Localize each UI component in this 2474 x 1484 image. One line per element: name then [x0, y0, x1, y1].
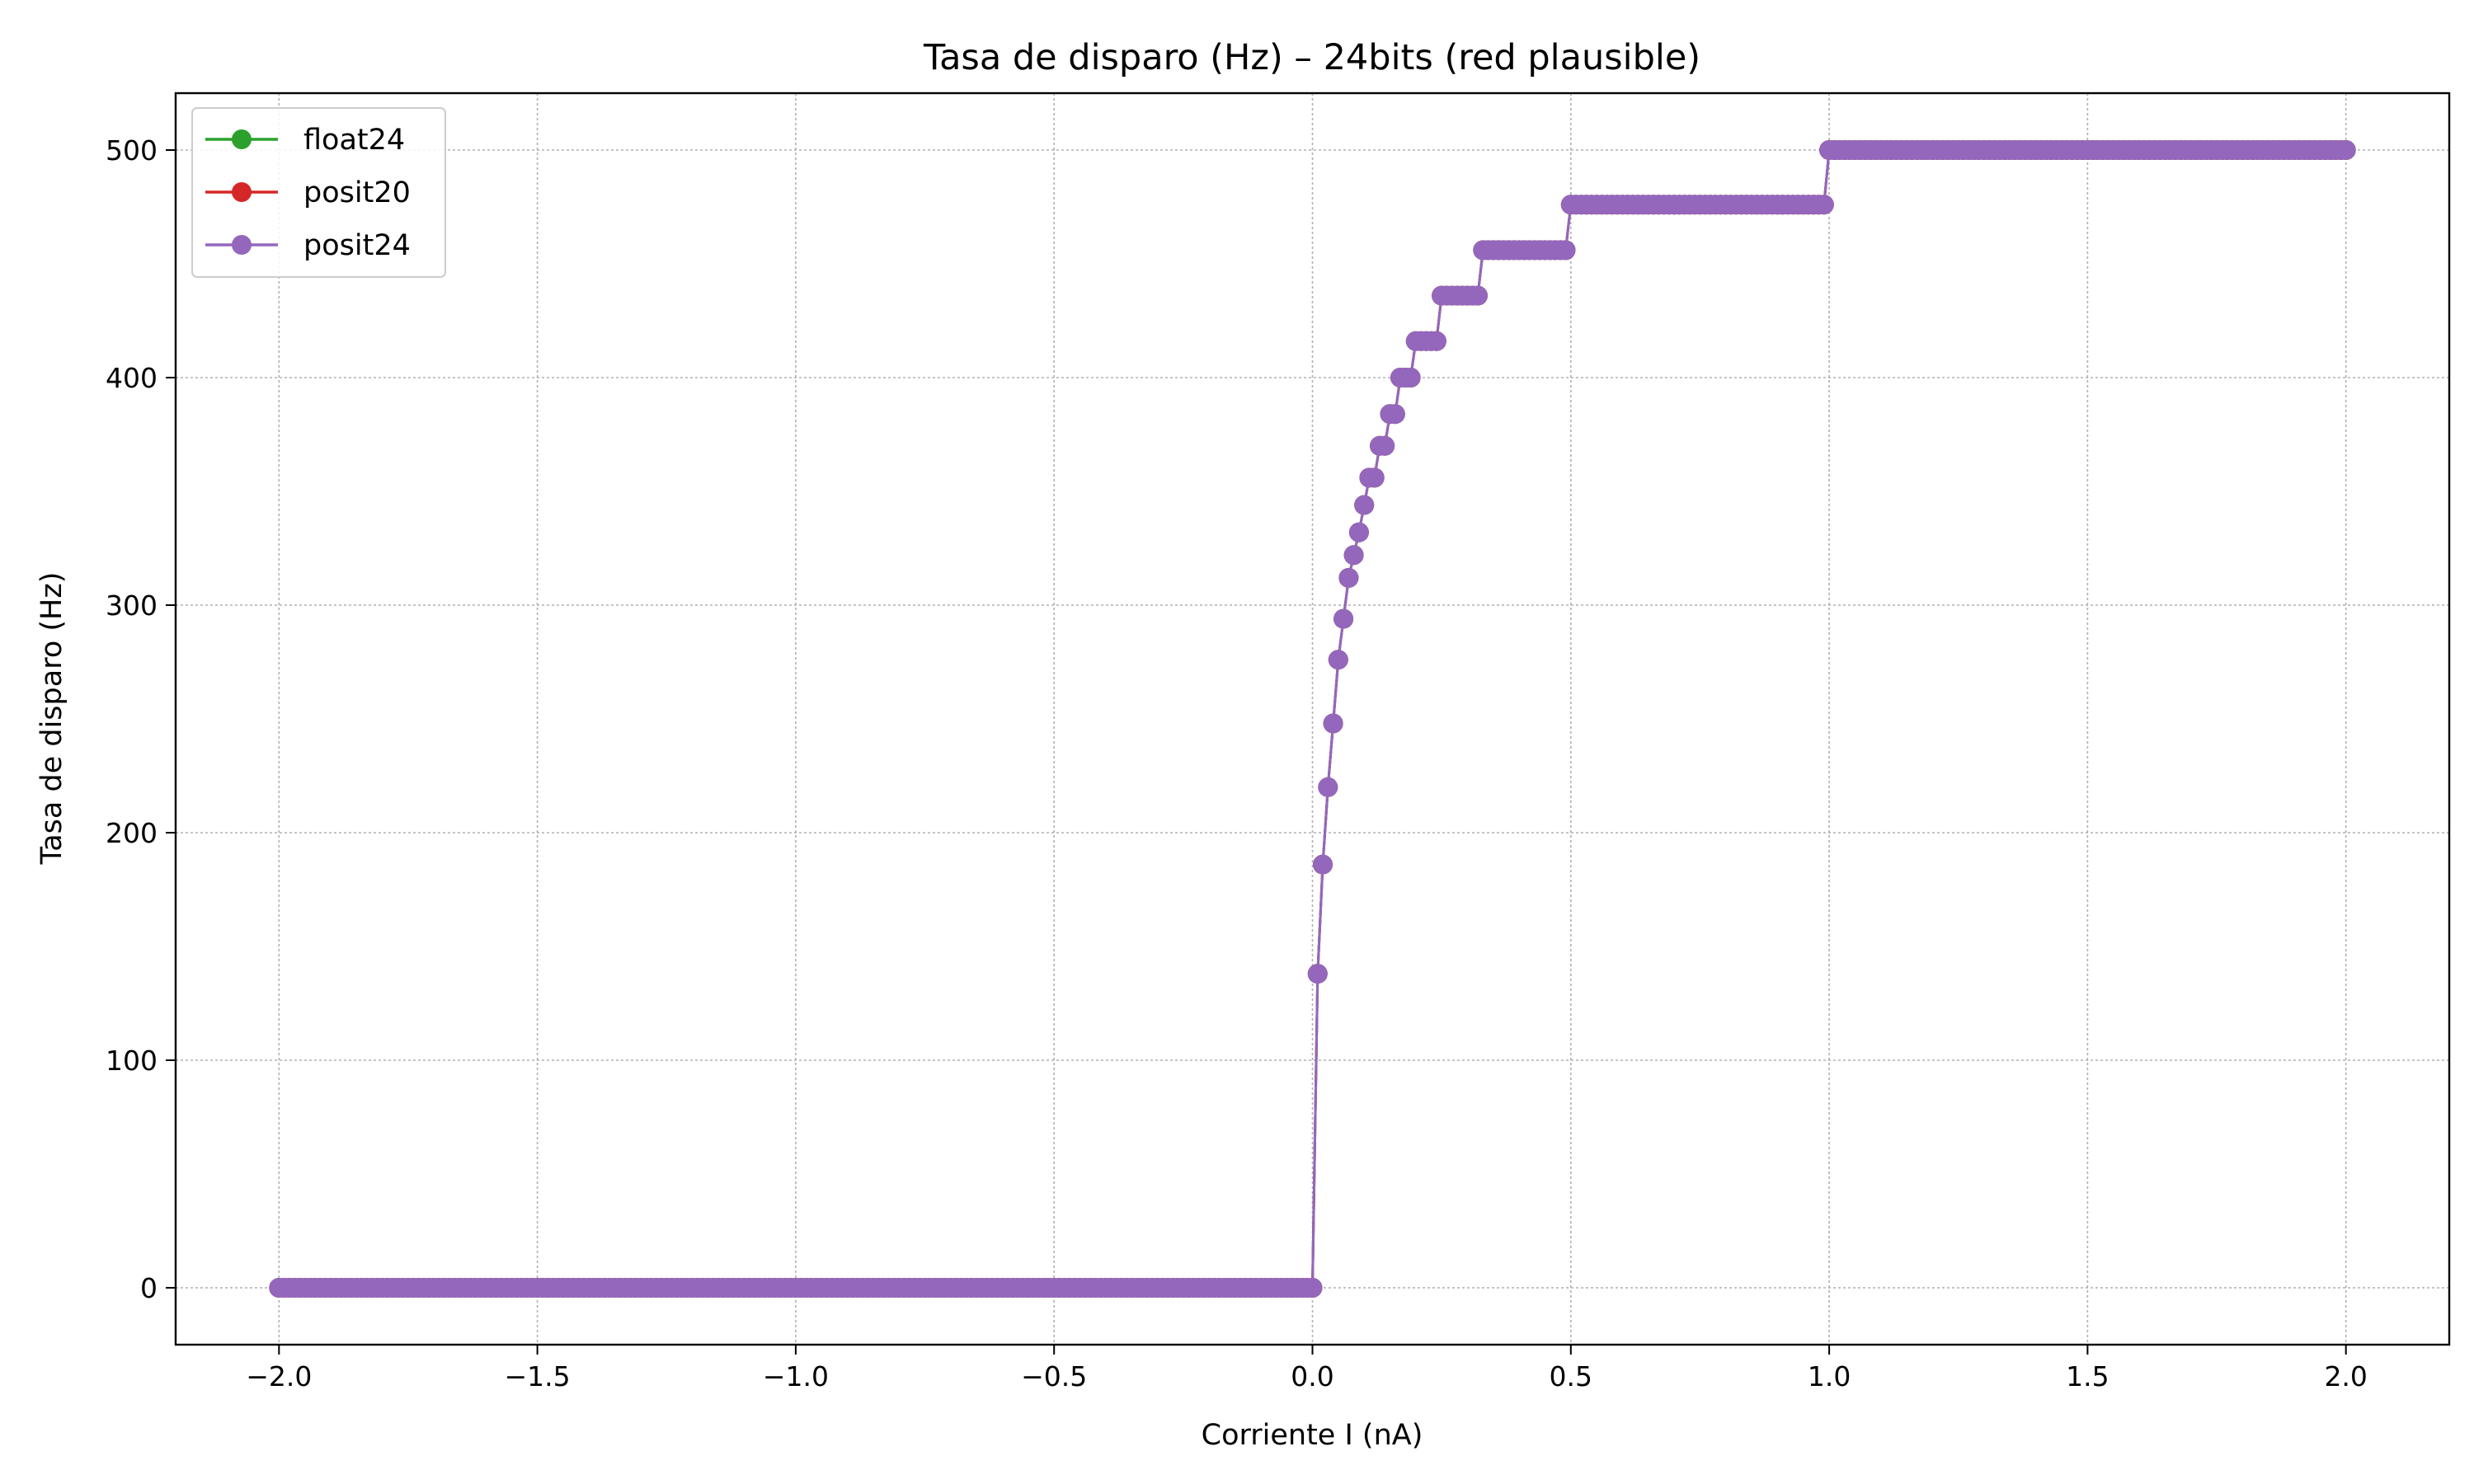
y-tick-label: 0 [140, 1272, 158, 1304]
x-tick-label: 0.5 [1550, 1360, 1592, 1392]
x-tick-label: −1.0 [763, 1360, 829, 1392]
x-tick-label: 1.5 [2066, 1360, 2109, 1392]
data-point [1307, 964, 1328, 984]
x-tick-label: 1.0 [1808, 1360, 1851, 1392]
y-tick-label: 500 [106, 134, 158, 167]
data-point [1468, 285, 1488, 306]
data-point [1313, 854, 1333, 875]
data-point [1323, 713, 1343, 734]
data-point [1343, 545, 1364, 566]
data-point [2335, 140, 2356, 160]
legend-label-posit20: posit20 [303, 176, 411, 209]
x-tick-label: −2.0 [246, 1360, 312, 1392]
data-point [1364, 467, 1385, 488]
y-tick-label: 200 [106, 817, 158, 849]
data-point [1328, 650, 1348, 670]
data-point [1333, 608, 1354, 629]
x-axis-label: Corriente I (nA) [1202, 1419, 1423, 1452]
legend-label-float24: float24 [303, 124, 405, 157]
y-tick-label: 300 [106, 589, 158, 622]
legend-label-posit24: posit24 [303, 229, 411, 262]
legend-marker-posit20 [232, 182, 252, 202]
x-tick-label: 0.0 [1291, 1360, 1333, 1392]
y-tick-label: 100 [106, 1045, 158, 1077]
x-tick-label: −1.5 [505, 1360, 571, 1392]
data-point [1348, 522, 1369, 542]
legend-marker-float24 [232, 129, 252, 149]
y-axis-label: Tasa de disparo (Hz) [35, 572, 68, 866]
legend: float24 posit20 posit24 [191, 107, 446, 278]
data-point [1555, 240, 1576, 261]
data-point [1426, 331, 1446, 351]
data-point [1400, 368, 1421, 387]
data-point [1318, 777, 1338, 797]
series-markers-posit24 [269, 140, 2356, 1298]
data-point [1385, 404, 1405, 425]
data-point [1813, 195, 1834, 215]
y-tick-label: 400 [106, 362, 158, 394]
plot-data [269, 140, 2356, 1298]
y-axis: 0 100 200 300 400 500 [106, 134, 176, 1304]
data-point [1302, 1278, 1323, 1298]
x-tick-label: 2.0 [2324, 1360, 2367, 1392]
grid [176, 93, 2449, 1345]
x-tick-label: −0.5 [1021, 1360, 1087, 1392]
x-axis: −2.0 −1.5 −1.0 −0.5 0.0 0.5 1.0 1.5 2.0 [246, 1345, 2368, 1392]
data-point [1375, 435, 1395, 456]
chart-title: Tasa de disparo (Hz) – 24bits (red plaus… [923, 37, 1700, 78]
legend-frame [191, 107, 446, 278]
legend-marker-posit24 [232, 235, 252, 255]
data-point [1354, 495, 1375, 515]
data-point [1338, 567, 1359, 588]
